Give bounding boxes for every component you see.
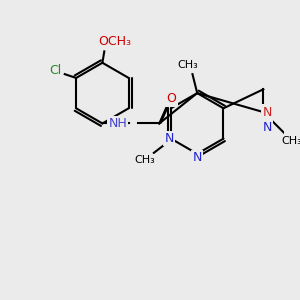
Text: Cl: Cl [49,64,62,77]
Text: N: N [193,151,202,164]
Text: NH: NH [108,117,127,130]
Text: CH₃: CH₃ [177,60,198,70]
Text: CH₃: CH₃ [281,136,300,146]
Text: N: N [164,132,174,145]
Text: OCH₃: OCH₃ [98,35,131,48]
Text: CH₃: CH₃ [134,155,155,165]
Text: O: O [167,92,176,105]
Text: N: N [262,106,272,118]
Text: N: N [262,121,272,134]
